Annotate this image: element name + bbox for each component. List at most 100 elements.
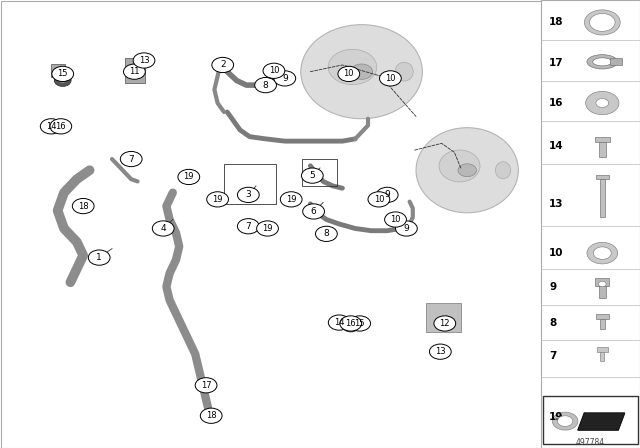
Circle shape bbox=[212, 57, 234, 73]
Ellipse shape bbox=[301, 25, 422, 119]
Circle shape bbox=[340, 316, 362, 331]
Text: 5: 5 bbox=[310, 171, 315, 180]
Circle shape bbox=[596, 99, 609, 108]
Text: 10: 10 bbox=[344, 69, 354, 78]
FancyBboxPatch shape bbox=[595, 137, 610, 142]
Circle shape bbox=[178, 169, 200, 185]
Text: 12: 12 bbox=[440, 319, 450, 328]
Circle shape bbox=[152, 221, 174, 236]
Ellipse shape bbox=[395, 62, 413, 81]
Text: 18: 18 bbox=[206, 411, 216, 420]
Text: 9: 9 bbox=[549, 282, 556, 292]
Circle shape bbox=[263, 63, 285, 78]
Circle shape bbox=[200, 408, 222, 423]
Circle shape bbox=[133, 53, 155, 68]
FancyBboxPatch shape bbox=[599, 286, 605, 298]
Text: 16: 16 bbox=[56, 122, 66, 131]
Text: 6: 6 bbox=[311, 207, 316, 216]
Text: 13: 13 bbox=[435, 347, 445, 356]
Text: 10: 10 bbox=[385, 74, 396, 83]
Circle shape bbox=[316, 226, 337, 241]
Circle shape bbox=[429, 344, 451, 359]
FancyBboxPatch shape bbox=[596, 175, 609, 179]
Circle shape bbox=[589, 13, 615, 31]
Text: 14: 14 bbox=[46, 122, 56, 131]
Circle shape bbox=[195, 378, 217, 393]
FancyBboxPatch shape bbox=[600, 352, 604, 361]
Text: 3: 3 bbox=[246, 190, 251, 199]
Text: 9: 9 bbox=[282, 74, 287, 83]
Text: 18: 18 bbox=[549, 17, 564, 27]
Circle shape bbox=[40, 119, 62, 134]
Circle shape bbox=[598, 281, 606, 287]
Text: 15: 15 bbox=[355, 319, 365, 328]
FancyBboxPatch shape bbox=[599, 142, 605, 157]
Circle shape bbox=[237, 187, 259, 202]
Circle shape bbox=[557, 416, 573, 426]
Text: 10: 10 bbox=[390, 215, 401, 224]
FancyBboxPatch shape bbox=[600, 319, 605, 329]
Circle shape bbox=[380, 71, 401, 86]
Circle shape bbox=[72, 198, 94, 214]
Circle shape bbox=[59, 78, 67, 83]
Circle shape bbox=[587, 242, 618, 264]
Text: 19: 19 bbox=[286, 195, 296, 204]
Text: 16: 16 bbox=[346, 319, 356, 328]
Text: 14: 14 bbox=[334, 318, 344, 327]
Circle shape bbox=[376, 187, 398, 202]
Circle shape bbox=[593, 247, 611, 259]
Text: 8: 8 bbox=[549, 318, 556, 327]
Circle shape bbox=[351, 64, 372, 79]
Circle shape bbox=[342, 320, 359, 332]
FancyBboxPatch shape bbox=[543, 396, 638, 444]
FancyBboxPatch shape bbox=[595, 278, 609, 286]
Circle shape bbox=[338, 66, 360, 82]
Ellipse shape bbox=[495, 162, 511, 179]
Ellipse shape bbox=[328, 49, 377, 85]
Ellipse shape bbox=[593, 58, 612, 66]
FancyBboxPatch shape bbox=[610, 58, 621, 65]
Text: 19: 19 bbox=[549, 412, 563, 422]
Circle shape bbox=[396, 221, 417, 236]
Text: 15: 15 bbox=[58, 69, 68, 78]
FancyBboxPatch shape bbox=[596, 347, 608, 352]
Circle shape bbox=[257, 221, 278, 236]
FancyBboxPatch shape bbox=[596, 314, 609, 319]
Text: 7: 7 bbox=[549, 351, 557, 361]
Ellipse shape bbox=[416, 128, 518, 213]
Circle shape bbox=[124, 64, 145, 79]
Circle shape bbox=[50, 119, 72, 134]
Text: 19: 19 bbox=[262, 224, 273, 233]
Circle shape bbox=[368, 192, 390, 207]
Circle shape bbox=[458, 164, 476, 177]
Circle shape bbox=[434, 316, 456, 331]
FancyBboxPatch shape bbox=[426, 303, 461, 332]
Text: 2: 2 bbox=[220, 60, 225, 69]
Circle shape bbox=[54, 74, 71, 86]
Circle shape bbox=[303, 204, 324, 219]
Ellipse shape bbox=[587, 55, 618, 69]
Text: 497784: 497784 bbox=[576, 438, 605, 447]
Text: 13: 13 bbox=[139, 56, 149, 65]
Circle shape bbox=[280, 192, 302, 207]
Text: 14: 14 bbox=[549, 141, 564, 151]
Text: 4: 4 bbox=[161, 224, 166, 233]
Ellipse shape bbox=[439, 150, 480, 182]
Text: 11: 11 bbox=[129, 67, 140, 76]
Circle shape bbox=[237, 219, 259, 234]
Circle shape bbox=[347, 323, 355, 329]
Circle shape bbox=[207, 192, 228, 207]
Circle shape bbox=[385, 212, 406, 227]
Circle shape bbox=[349, 316, 371, 331]
Text: 10: 10 bbox=[269, 66, 279, 75]
Circle shape bbox=[328, 315, 350, 330]
Text: 8: 8 bbox=[324, 229, 329, 238]
Circle shape bbox=[88, 250, 110, 265]
Circle shape bbox=[274, 71, 296, 86]
FancyBboxPatch shape bbox=[125, 58, 145, 83]
Text: 16: 16 bbox=[549, 98, 564, 108]
Circle shape bbox=[584, 10, 620, 35]
Text: 1: 1 bbox=[97, 253, 102, 262]
FancyBboxPatch shape bbox=[541, 0, 640, 448]
Circle shape bbox=[552, 412, 578, 430]
